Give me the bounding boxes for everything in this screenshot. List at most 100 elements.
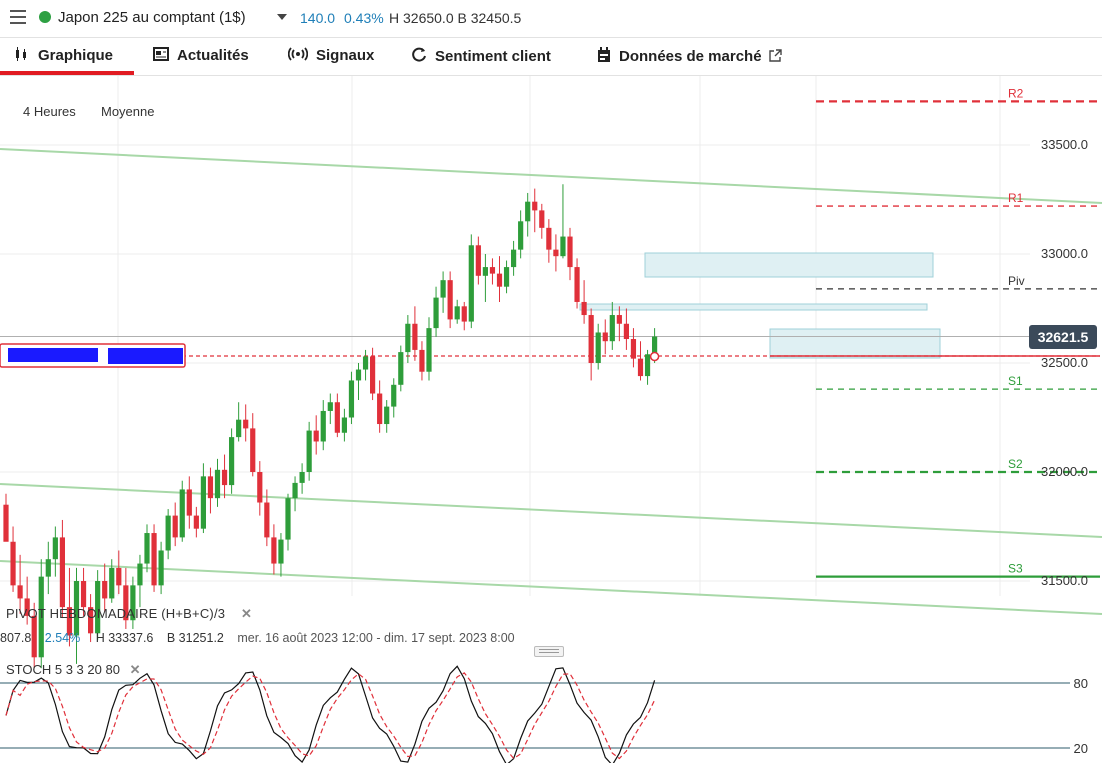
chart-style-selector[interactable]: Moyenne	[101, 104, 155, 119]
pivot-caption: PIVOT HEBDOMADAIRE (H+B+C)/3	[6, 606, 226, 621]
candle-body	[38, 576, 44, 658]
tab-bar: Graphique Actualités Signaux Sentiment c…	[0, 38, 1102, 76]
candle-body	[327, 402, 333, 411]
candle-body	[59, 537, 65, 608]
candle-body	[179, 489, 185, 538]
candle-body	[24, 598, 30, 616]
candle-body	[637, 358, 644, 377]
tab-graphique[interactable]: Graphique	[14, 47, 113, 64]
y-axis-tick-label: 33500.0	[1041, 137, 1088, 152]
candle-body	[405, 323, 411, 353]
candle-body	[588, 315, 594, 363]
candle-body	[250, 428, 256, 472]
candle-body	[200, 476, 206, 529]
current-price-badge: 32621.5	[1029, 325, 1097, 349]
candle-body	[214, 469, 221, 499]
y-axis-tick-label: 32000.0	[1041, 464, 1088, 479]
candle-body	[370, 356, 376, 394]
candle-body	[412, 323, 418, 350]
instrument-name[interactable]: Japon 225 au comptant (1$)	[58, 9, 246, 26]
candle-body	[80, 581, 87, 608]
candle-body	[320, 410, 326, 442]
price-zone	[644, 252, 934, 278]
candle-body	[433, 297, 439, 329]
candle-body	[341, 417, 347, 433]
candle-body	[243, 419, 249, 429]
pivot-stat-high: H 33337.6	[95, 631, 154, 645]
candle-body	[475, 245, 481, 276]
candle-body	[3, 504, 9, 542]
candle-body	[440, 280, 446, 298]
tab-donnees-de-marche[interactable]: Données de marché	[597, 47, 782, 66]
candle-body	[644, 354, 651, 377]
candle-body	[158, 550, 164, 586]
candle-body	[278, 539, 284, 564]
candle-body	[52, 537, 58, 560]
tab-actualites[interactable]: Actualités	[153, 47, 249, 64]
stoch-indicator-label: STOCH 5 3 3 20 80 ✕	[6, 662, 140, 678]
candle-body	[229, 437, 235, 486]
pivot-label-r1: R1	[1008, 191, 1024, 205]
candle-body	[334, 402, 340, 433]
candle-body	[45, 559, 51, 577]
candle-body	[144, 533, 150, 564]
pivot-stat-low: B 31251.2	[166, 631, 224, 645]
last-price-marker	[649, 351, 660, 362]
news-icon	[153, 47, 169, 64]
candle-body	[616, 315, 622, 324]
stoch-20-label: 20	[1074, 741, 1088, 756]
candle-body	[426, 328, 432, 372]
candle-body	[581, 301, 587, 316]
close-pivot-icon[interactable]: ✕	[241, 606, 253, 621]
tab-signaux[interactable]: Signaux	[287, 47, 374, 64]
candle-body	[539, 210, 545, 228]
candle-body	[73, 581, 80, 636]
tab-sentiment-client[interactable]: Sentiment client	[411, 47, 551, 66]
candle-body	[503, 267, 510, 287]
candle-body	[299, 472, 305, 483]
pivot-label-s1: S1	[1008, 374, 1023, 388]
candle-body	[186, 489, 192, 516]
candle-body	[595, 332, 601, 363]
price-zone	[579, 303, 928, 311]
channel-line	[0, 483, 1102, 538]
pane-resize-handle[interactable]	[534, 646, 564, 657]
candle-body	[553, 249, 559, 257]
candle-body	[468, 245, 474, 322]
candle-body	[10, 541, 16, 586]
candle-body	[292, 482, 298, 499]
candle-body	[454, 306, 460, 320]
hamburger-menu-icon[interactable]	[10, 10, 26, 24]
instrument-dropdown-icon[interactable]	[277, 14, 287, 20]
candle-body	[151, 533, 157, 586]
candle-body	[447, 280, 453, 320]
candle-body	[652, 336, 658, 355]
close-stoch-icon[interactable]: ✕	[129, 662, 141, 677]
candle-body	[109, 567, 115, 599]
pivot-stats: 807.8 2.54% H 33337.6 B 31251.2 mer. 16 …	[0, 631, 515, 645]
y-axis-tick-label: 31500.0	[1041, 573, 1088, 588]
active-tab-indicator	[0, 71, 134, 75]
candle-body	[285, 498, 291, 540]
tab-label: Sentiment client	[435, 48, 551, 65]
timeframe-selector[interactable]: 4 Heures	[23, 104, 76, 119]
candle-body	[518, 221, 524, 250]
pivot-stat-value: 807.8	[0, 631, 32, 645]
candle-body	[384, 406, 390, 425]
price-chart[interactable]: R2 R1 Piv S1 S2 S3 33500.0 33000.0 32500.0 32000…	[0, 76, 1102, 766]
stoch-d-line	[5, 672, 656, 760]
candle-body	[630, 339, 637, 359]
candle-body	[236, 419, 242, 438]
chart-area[interactable]: R2 R1 Piv S1 S2 S3 33500.0 33000.0 32500.0 32000…	[0, 76, 1102, 766]
external-link-icon[interactable]	[768, 48, 782, 65]
candle-body	[137, 563, 143, 586]
candle-body	[102, 581, 108, 599]
candle-body	[525, 201, 531, 222]
candle-body	[271, 537, 277, 564]
pivot-label-s3: S3	[1008, 562, 1023, 576]
candle-body	[546, 227, 552, 250]
candle-body	[419, 349, 425, 372]
candle-body	[398, 352, 404, 385]
high-low-values: H 32650.0 B 32450.5	[389, 10, 522, 26]
candle-body	[511, 249, 517, 268]
